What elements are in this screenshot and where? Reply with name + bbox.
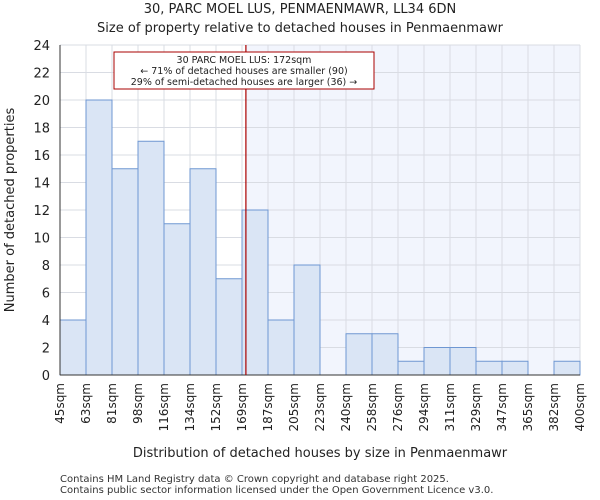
y-tick-label: 18 (33, 122, 50, 137)
x-tick-label: 347sqm (495, 383, 509, 431)
x-tick-label: 276sqm (391, 383, 405, 431)
y-tick-label: 12 (33, 204, 50, 219)
histogram-bar (553, 360, 581, 376)
x-tick-label: 116sqm (157, 383, 171, 431)
footer-copyright: Contains HM Land Registry data © Crown c… (60, 474, 449, 485)
y-tick-label: 6 (42, 287, 50, 302)
x-tick-label: 311sqm (443, 383, 457, 431)
y-tick-label: 4 (42, 314, 50, 329)
y-axis-label: Number of detached properties (3, 108, 18, 313)
y-tick-label: 22 (33, 67, 50, 82)
histogram-bar (215, 278, 243, 376)
annotation-line-1: 30 PARC MOEL LUS: 172sqm (177, 55, 312, 66)
x-tick-label: 294sqm (417, 383, 431, 431)
x-tick-label: 329sqm (469, 383, 483, 431)
y-tick-label: 14 (33, 177, 50, 192)
histogram-bar (267, 319, 295, 376)
histogram-bar (423, 347, 451, 376)
chart-subtitle: Size of property relative to detached ho… (97, 21, 503, 36)
x-tick-label: 63sqm (79, 383, 93, 424)
x-tick-label: 240sqm (339, 383, 353, 431)
histogram-bar (371, 333, 399, 376)
annotation-line-2: ← 71% of detached houses are smaller (90… (140, 66, 347, 77)
footer-licence: Contains public sector information licen… (60, 485, 494, 496)
y-tick-label: 0 (42, 369, 50, 384)
x-tick-label: 258sqm (365, 383, 379, 431)
annotation-line-3: 29% of semi-detached houses are larger (… (131, 77, 358, 88)
histogram-bar (163, 223, 191, 376)
y-tick-label: 16 (33, 149, 50, 164)
histogram-bar (475, 360, 503, 376)
x-tick-label: 365sqm (521, 383, 535, 431)
x-tick-label: 81sqm (105, 383, 119, 424)
x-tick-label: 187sqm (261, 383, 275, 431)
y-tick-label: 10 (33, 232, 50, 247)
y-tick-label: 20 (33, 94, 50, 109)
histogram-bar (449, 347, 477, 376)
histogram-bar (137, 140, 165, 376)
histogram-bar (111, 168, 139, 376)
y-tick-label: 2 (42, 342, 50, 357)
x-tick-label: 223sqm (313, 383, 327, 431)
histogram-bar (501, 360, 529, 376)
histogram-bar (85, 99, 113, 376)
x-axis-label: Distribution of detached houses by size … (133, 446, 508, 461)
y-tick-label: 8 (42, 259, 50, 274)
chart-title: 30, PARC MOEL LUS, PENMAENMAWR, LL34 6DN (143, 2, 457, 17)
x-tick-label: 45sqm (53, 383, 67, 424)
x-tick-label: 169sqm (235, 383, 249, 431)
annotation-box (113, 51, 375, 90)
x-tick-label: 134sqm (183, 383, 197, 431)
histogram-bar (397, 360, 425, 376)
x-tick-label: 382sqm (547, 383, 561, 431)
y-tick-label: 24 (33, 39, 50, 54)
histogram-bar (59, 319, 87, 376)
x-tick-label: 98sqm (131, 383, 145, 424)
x-tick-label: 205sqm (287, 383, 301, 431)
histogram-bar (189, 168, 217, 376)
histogram-bar (345, 333, 373, 376)
histogram-bar (293, 264, 321, 376)
x-tick-label: 152sqm (209, 383, 223, 431)
x-tick-label: 400sqm (573, 383, 587, 431)
